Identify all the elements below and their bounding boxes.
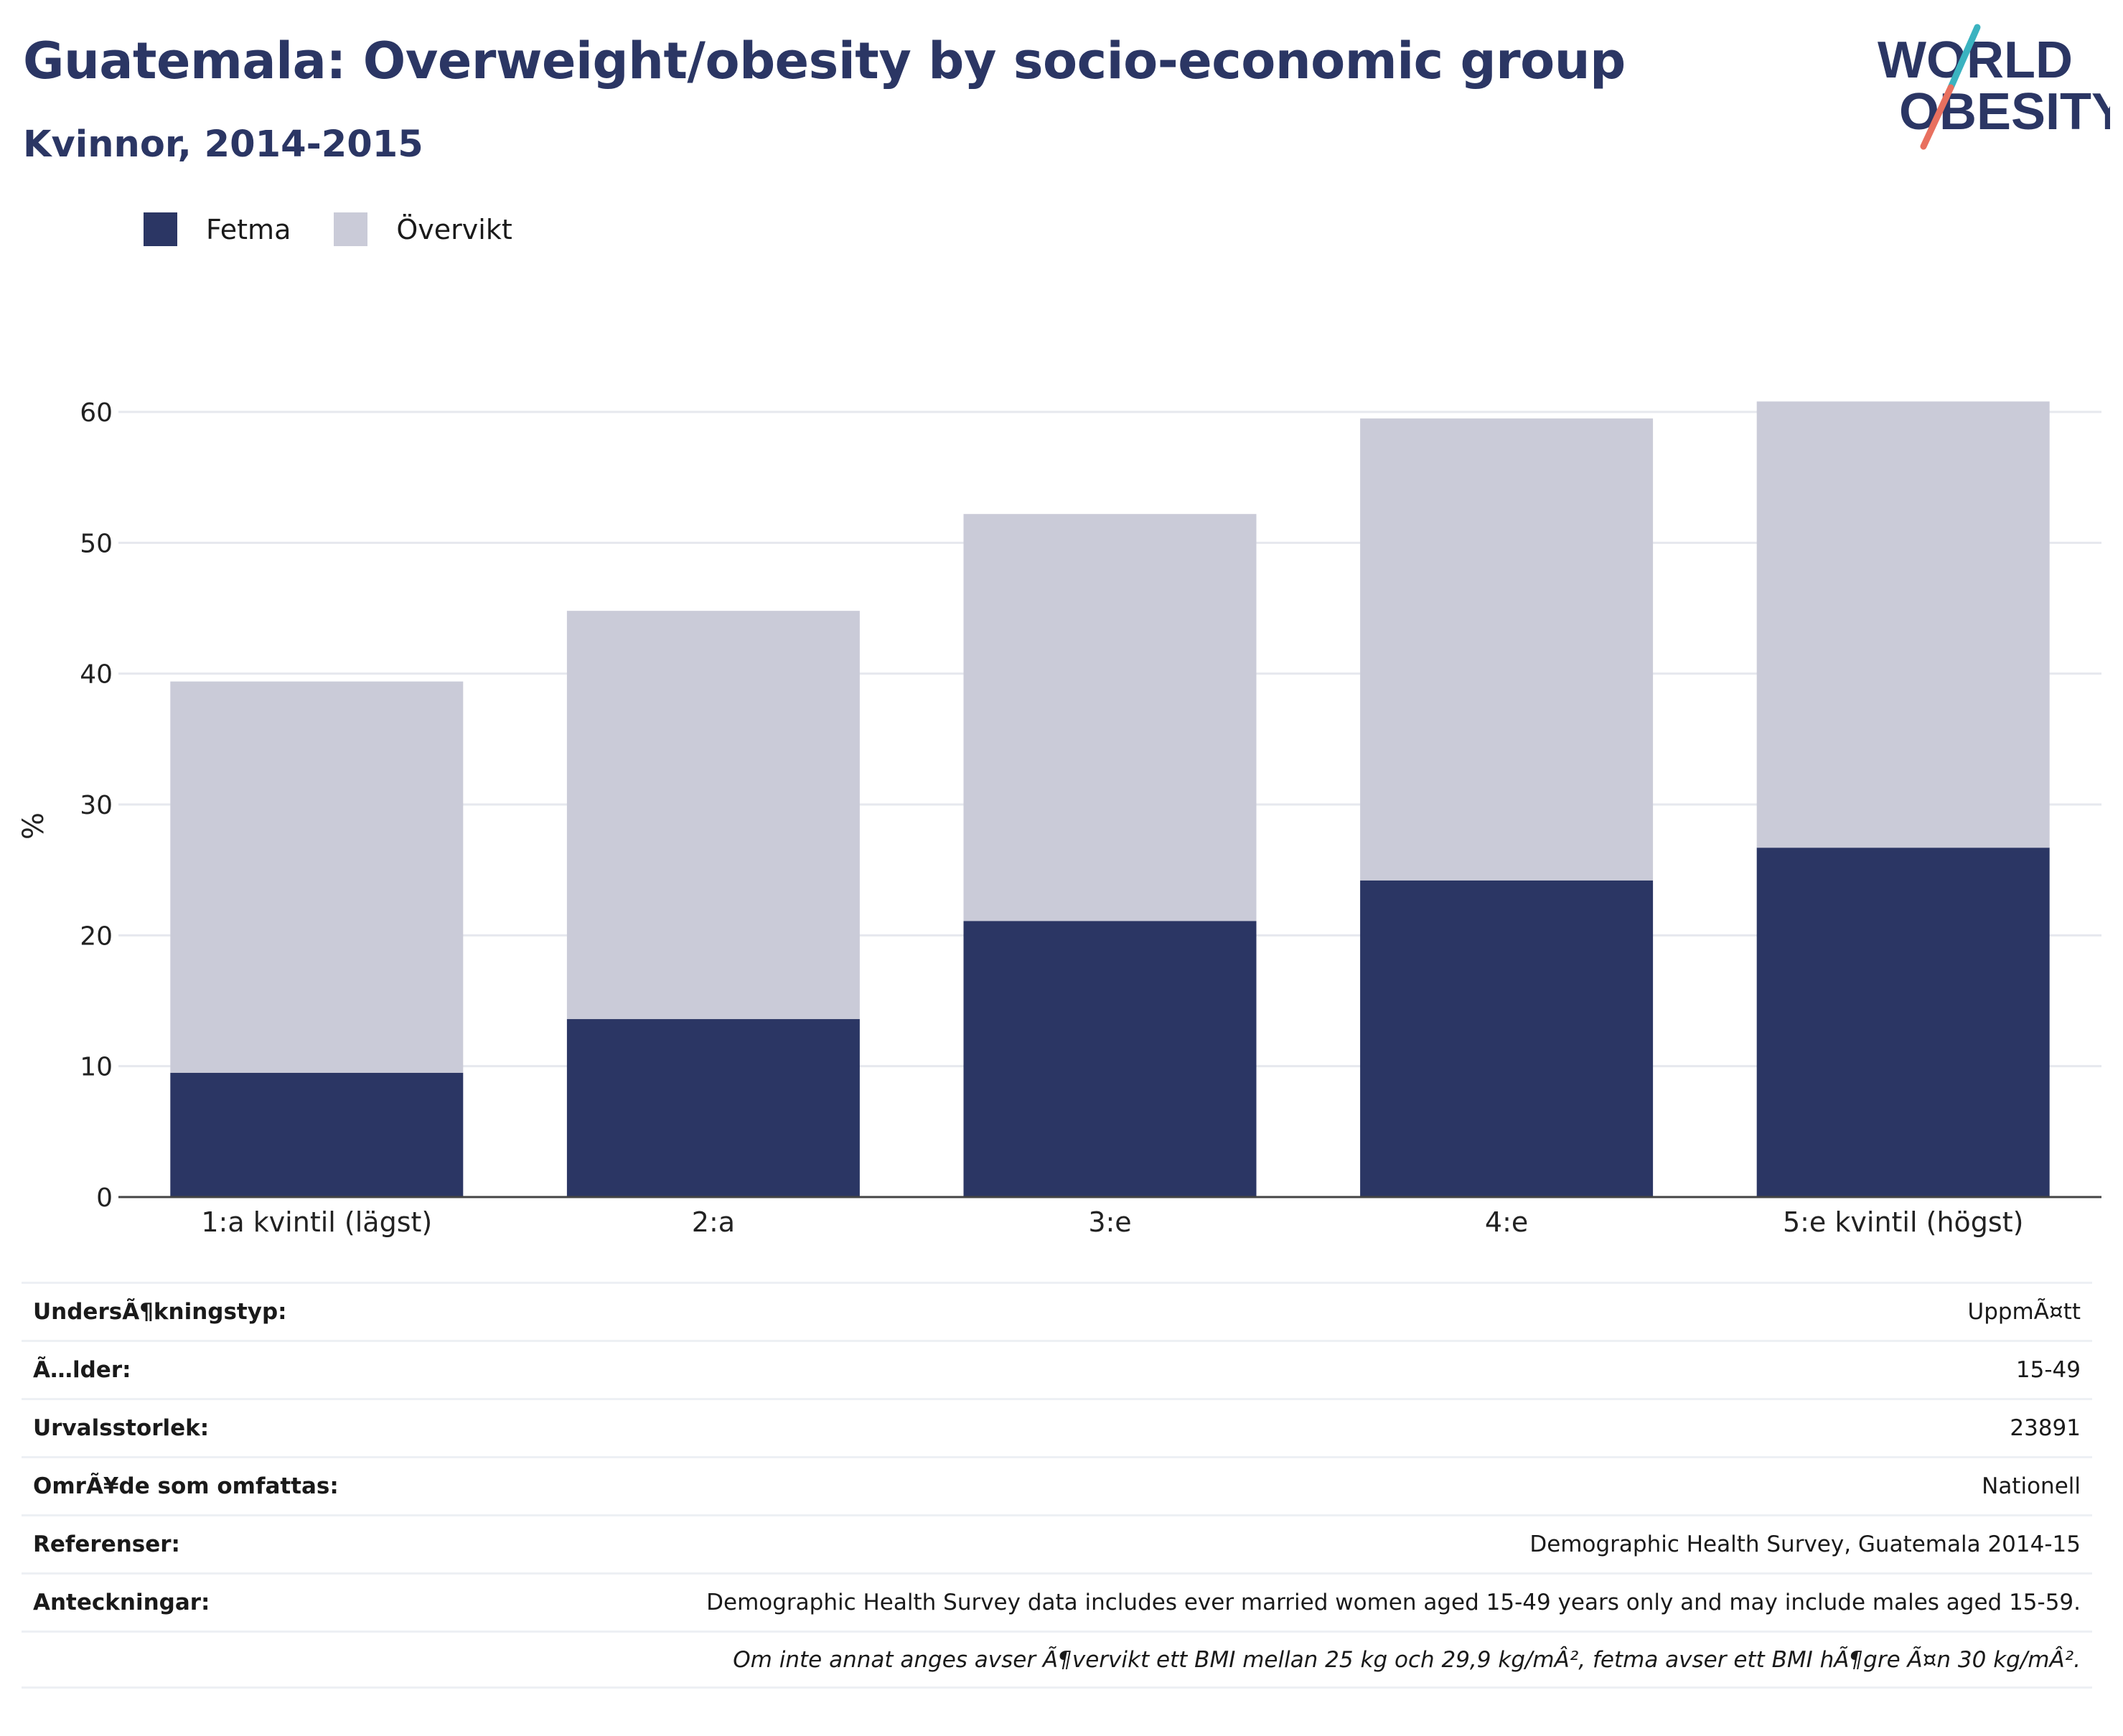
bar-fetma-3 — [963, 921, 1257, 1197]
bar-overvikt-3 — [963, 514, 1257, 921]
y-tick-label: 50 — [80, 529, 113, 558]
y-tick-label: 20 — [80, 921, 113, 951]
info-row: Om inte annat anges avser Ã¶vervikt ett … — [22, 1631, 2092, 1689]
bar-chart: 0 10 20 30 40 50 60% 1:a kvintil (lägst) 2:a 3:e 4… — [17, 398, 2101, 1238]
info-row: Anteckningar: Demographic Health Survey d… — [22, 1572, 2092, 1631]
chart-legend: Fetma Övervikt — [144, 212, 556, 246]
y-tick-label: 30 — [80, 791, 113, 820]
y-tick-label: 10 — [80, 1053, 113, 1082]
x-tick-label: 3:e — [1088, 1206, 1131, 1238]
x-tick-label: 4:e — [1485, 1206, 1528, 1238]
info-row: UndersÃ¶kningstyp: UppmÃ¤tt — [22, 1282, 2092, 1340]
info-value: UppmÃ¤tt — [1967, 1299, 2081, 1325]
info-key: Urvalsstorlek: — [33, 1415, 210, 1441]
info-row: Referenser: Demographic Health Survey, Gu… — [22, 1514, 2092, 1572]
info-value: Demographic Health Survey data includes … — [706, 1590, 2081, 1615]
legend-swatch-overvikt — [334, 212, 368, 246]
legend-label-overvikt: Övervikt — [396, 213, 512, 245]
info-value: 15-49 — [2015, 1357, 2081, 1383]
bar-fetma-5 — [1756, 848, 2050, 1197]
info-value: Om inte annat anges avser Ã¶vervikt ett … — [733, 1646, 2081, 1673]
x-tick-label: 1:a kvintil (lägst) — [201, 1206, 432, 1238]
bar-fetma-1 — [170, 1072, 464, 1197]
y-tick-label: 60 — [80, 398, 113, 428]
info-value: Nationell — [1982, 1473, 2081, 1499]
info-key: Ã…lder: — [33, 1357, 131, 1383]
bar-overvikt-1 — [170, 681, 464, 1073]
y-axis-label: % — [17, 812, 50, 840]
legend-item-fetma[interactable]: Fetma — [144, 212, 291, 246]
y-tick-label: 0 — [96, 1183, 113, 1213]
bar-overvikt-5 — [1756, 401, 2050, 848]
info-key: OmrÃ¥de som omfattas: — [33, 1473, 339, 1499]
info-row: Ã…lder: 15-49 — [22, 1340, 2092, 1398]
logo-stroke-coral — [1920, 84, 1954, 150]
legend-label-fetma: Fetma — [206, 213, 291, 245]
info-row: OmrÃ¥de som omfattas: Nationell — [22, 1456, 2092, 1514]
logo-word-2: OBESITY — [1899, 83, 2110, 141]
info-table: UndersÃ¶kningstyp: UppmÃ¤tt Ã…lder: 15-49 Ur… — [22, 1282, 2092, 1689]
info-key: UndersÃ¶kningstyp: — [33, 1299, 287, 1325]
chart-title: Guatemala: Overweight/obesity by socio-e… — [23, 32, 1626, 90]
bar-overvikt-2 — [566, 611, 860, 1020]
x-tick-label: 5:e kvintil (högst) — [1783, 1206, 2023, 1238]
info-key: Anteckningar: — [33, 1590, 210, 1615]
y-tick-label: 40 — [80, 660, 113, 690]
world-obesity-logo: WORLD OBESITY — [1878, 24, 2110, 150]
bar-fetma-2 — [566, 1019, 860, 1197]
info-value: 23891 — [2010, 1415, 2081, 1441]
legend-swatch-fetma — [144, 212, 177, 246]
info-row: Urvalsstorlek: 23891 — [22, 1398, 2092, 1456]
info-value: Demographic Health Survey, Guatemala 201… — [1529, 1531, 2081, 1557]
info-key: Referenser: — [33, 1531, 180, 1557]
bar-fetma-4 — [1360, 880, 1654, 1197]
logo-stroke-teal — [1947, 24, 1981, 91]
bar-overvikt-4 — [1360, 418, 1654, 881]
legend-item-overvikt[interactable]: Övervikt — [334, 212, 512, 246]
x-tick-label: 2:a — [692, 1206, 735, 1238]
chart-subtitle: Kvinnor, 2014-2015 — [23, 123, 423, 166]
logo-word-1: WORLD — [1878, 32, 2073, 89]
